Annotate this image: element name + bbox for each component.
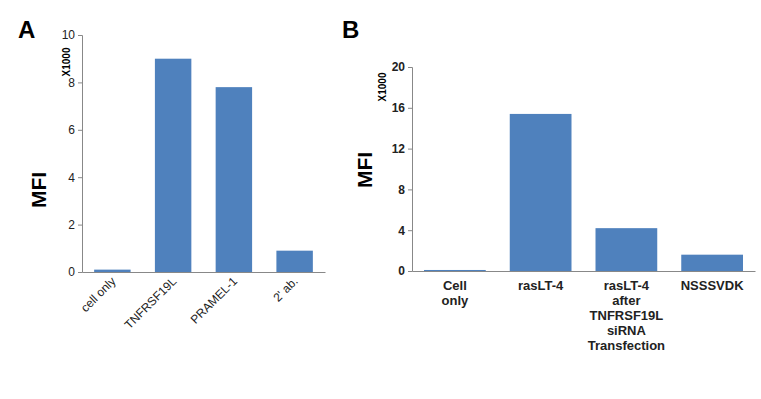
axis-line — [413, 271, 756, 272]
tick-label: TNFRSF19L — [122, 274, 180, 332]
tick: 16 — [392, 101, 412, 115]
tick: 6 — [68, 123, 82, 137]
bar — [510, 114, 572, 271]
tick: rasLT-4afterTNFRSF19LsiRNATransfection — [588, 271, 665, 353]
tick: 0 — [68, 265, 82, 279]
tick-mark — [408, 67, 412, 68]
tick-mark — [408, 189, 412, 190]
panel: 0 4 8 12 16 20 Cellonly rasLT-4 rasLT-4afterTNFR… — [342, 16, 756, 353]
tick-mark — [78, 225, 82, 226]
x-axis: Cellonly rasLT-4 rasLT-4afterTNFRSF19LsiRN… — [413, 271, 756, 353]
tick: PRAMEL-1 — [188, 272, 241, 327]
bar — [424, 270, 486, 271]
tick: cell only — [78, 272, 119, 315]
tick-mark — [78, 35, 82, 36]
bar — [155, 59, 191, 272]
tick-label: rasLT-4afterTNFRSF19LsiRNATransfection — [588, 278, 665, 353]
panel-title: B — [342, 16, 359, 43]
tick-label: Cellonly — [442, 278, 469, 308]
axis-line — [83, 272, 326, 273]
tick-label: 4 — [68, 171, 75, 185]
tick-label: cell only — [78, 274, 119, 315]
tick-mark — [408, 149, 412, 150]
tick-mark — [408, 271, 412, 272]
axis-line — [408, 68, 413, 272]
bar — [681, 255, 743, 271]
axis-line — [78, 36, 83, 273]
bar — [216, 87, 252, 272]
tick-label: 0 — [68, 265, 75, 279]
bars — [424, 114, 743, 271]
tick-label: 12 — [392, 142, 406, 156]
tick-label: 2' ab. — [270, 274, 300, 304]
tick: 2 — [68, 218, 82, 232]
annotation: X1000 — [61, 47, 72, 76]
tick-label: 20 — [392, 60, 406, 74]
tick-label: 10 — [62, 28, 76, 42]
tick-label: 6 — [68, 123, 75, 137]
tick-label: 16 — [392, 101, 406, 115]
bar — [276, 251, 312, 272]
tick: 8 — [68, 76, 82, 90]
tick: NSSSVDK — [681, 271, 744, 293]
tick-label: 4 — [398, 224, 405, 238]
panel: 0 2 4 6 8 10 cell onlyTNFRSF19LPRAMEL-1 2' ab. A… — [18, 16, 326, 332]
tick: Cellonly — [442, 271, 469, 308]
tick-mark — [408, 108, 412, 109]
y-axis: 0 4 8 12 16 20 — [392, 60, 413, 278]
tick: 8 — [398, 183, 412, 197]
tick: 4 — [68, 171, 82, 185]
annotation: X1000 — [377, 72, 388, 101]
tick-mark — [78, 272, 82, 273]
bar — [94, 270, 130, 272]
x-axis: cell onlyTNFRSF19LPRAMEL-1 2' ab. — [78, 272, 326, 332]
bars — [94, 59, 313, 272]
tick: 2' ab. — [270, 272, 300, 305]
tick-label: 8 — [398, 183, 405, 197]
tick-label: 0 — [398, 264, 405, 278]
tick: 0 — [398, 264, 412, 278]
y-axis-label: MFI — [27, 172, 50, 208]
figure: 0 2 4 6 8 10 cell onlyTNFRSF19LPRAMEL-1 2' ab. A… — [0, 0, 761, 399]
panel-title: A — [18, 16, 35, 43]
y-axis: 0 2 4 6 8 10 — [62, 28, 83, 279]
tick-mark — [78, 177, 82, 178]
tick-label: 8 — [68, 76, 75, 90]
y-axis-label: MFI — [353, 152, 376, 188]
tick-mark — [408, 230, 412, 231]
tick-mark — [78, 82, 82, 83]
tick-label: 2 — [68, 218, 75, 232]
tick: rasLT-4 — [518, 271, 564, 293]
tick: 12 — [392, 142, 412, 156]
tick-mark — [78, 130, 82, 131]
tick: 10 — [62, 28, 82, 42]
tick: 20 — [392, 60, 412, 74]
tick-label: rasLT-4 — [518, 278, 564, 293]
tick-label: NSSSVDK — [681, 278, 744, 293]
tick: TNFRSF19L — [122, 272, 180, 332]
bar — [596, 228, 658, 271]
tick: 4 — [398, 224, 412, 238]
tick-label: PRAMEL-1 — [188, 274, 241, 327]
